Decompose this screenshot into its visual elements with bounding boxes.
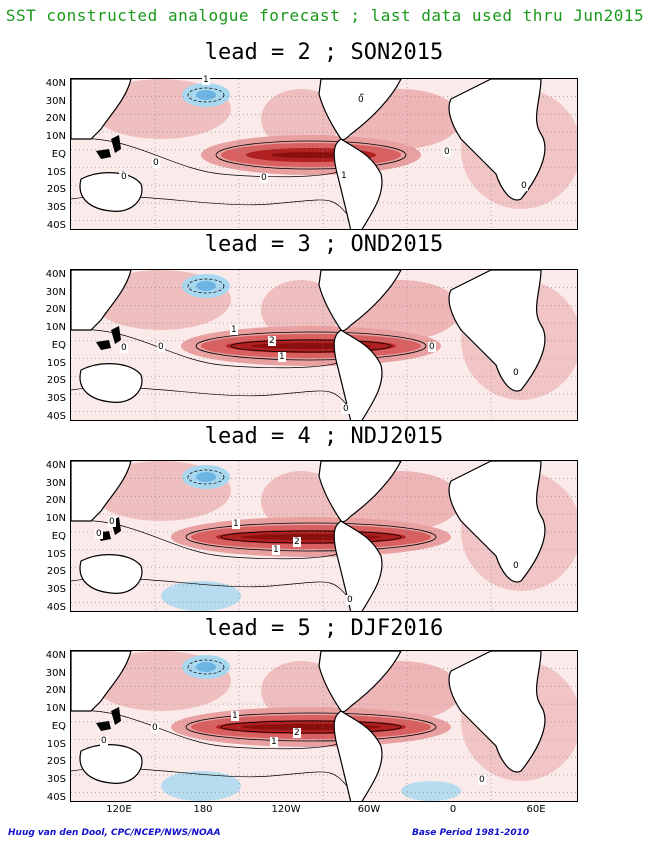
- contour-label: 2: [293, 728, 301, 738]
- contour-label: 0: [151, 723, 159, 733]
- credit-right: Base Period 1981-2010: [412, 828, 530, 838]
- lon-label-0: 0: [449, 804, 457, 815]
- lon-label-120e: 120E: [106, 804, 132, 815]
- credit-left: Huug van den Dool, CPC/NCEP/NWS/NOAA: [8, 828, 221, 838]
- contour-label: 1: [270, 737, 278, 747]
- lon-label-60w: 60W: [357, 804, 381, 815]
- lat-label: 40N: [45, 269, 66, 280]
- contour-label: 0: [342, 404, 350, 414]
- panel-title-lead-4: lead = 4 ; NDJ2015: [204, 424, 444, 449]
- sst-map-lead-3: [70, 269, 578, 421]
- lat-label: 10S: [46, 738, 66, 750]
- lat-label: 20S: [46, 375, 66, 387]
- lat-label: 30N: [45, 667, 66, 679]
- panel-title-lead-5: lead = 5 ; DJF2016: [204, 616, 444, 641]
- lat-label: 20N: [45, 304, 66, 316]
- lat-label: 20S: [46, 566, 66, 578]
- lat-label: 40S: [46, 410, 66, 422]
- sst-map-lead-4: [70, 460, 578, 612]
- lat-label: 10S: [46, 548, 66, 560]
- sst-map-lead-2: [70, 78, 578, 230]
- contour-label: 1: [202, 75, 210, 85]
- lat-label: 10S: [46, 357, 66, 369]
- lat-label: 30S: [46, 773, 66, 785]
- contour-label: 1: [232, 519, 240, 529]
- lat-label: 20N: [45, 113, 66, 125]
- lat-label: EQ: [51, 339, 66, 351]
- contour-label: 1: [272, 545, 280, 555]
- contour-label: 0: [120, 343, 128, 353]
- contour-label: 0: [120, 172, 128, 182]
- lat-label: 30N: [45, 95, 66, 107]
- lon-label-60e: 60E: [526, 804, 546, 815]
- lat-label: EQ: [51, 148, 66, 160]
- contour-label: 0: [95, 529, 103, 539]
- lat-label: 40S: [46, 791, 66, 803]
- lat-label: 40N: [45, 78, 66, 89]
- contour-label: 0: [100, 736, 108, 746]
- sst-map-lead-5: [70, 650, 578, 802]
- lat-label: 10N: [45, 322, 66, 334]
- panel-title-lead-3: lead = 3 ; OND2015: [204, 232, 444, 257]
- lat-label: 10S: [46, 166, 66, 178]
- contour-label: 0: [512, 368, 520, 378]
- contour-label: 0: [346, 595, 354, 605]
- contour-label: 2: [293, 537, 301, 547]
- lat-label: 10N: [45, 513, 66, 525]
- lat-label: 20S: [46, 184, 66, 196]
- contour-label: 1: [278, 352, 286, 362]
- contour-label: 2: [268, 336, 276, 346]
- contour-label: 0: [478, 775, 486, 785]
- lat-label: 30N: [45, 286, 66, 298]
- contour-label: 1: [230, 325, 238, 335]
- contour-label: 0: [152, 158, 160, 168]
- contour-label: 0: [108, 517, 116, 527]
- contour-label: 1: [340, 171, 348, 181]
- lon-label-180: 180: [193, 804, 213, 815]
- contour-label: 0: [443, 147, 451, 157]
- lat-label: 40N: [45, 650, 66, 661]
- lat-label: 20S: [46, 756, 66, 768]
- main-title: SST constructed analogue forecast ; last…: [5, 6, 645, 25]
- lat-label: 30N: [45, 477, 66, 489]
- lat-label: EQ: [51, 720, 66, 732]
- lat-label: 20N: [45, 495, 66, 507]
- lat-label: 10N: [45, 703, 66, 715]
- lat-label: 40S: [46, 601, 66, 613]
- contour-label: 0: [520, 181, 528, 191]
- lon-label-120w: 120W: [271, 804, 301, 815]
- lat-label: EQ: [51, 530, 66, 542]
- lat-label: 30S: [46, 201, 66, 213]
- lat-label: 30S: [46, 392, 66, 404]
- lat-label: 10N: [45, 131, 66, 143]
- contour-label: 0: [512, 561, 520, 571]
- panel-title-lead-2: lead = 2 ; SON2015: [204, 40, 444, 65]
- contour-label: 0: [260, 173, 268, 183]
- contour-label: 0: [157, 342, 165, 352]
- lat-label: 20N: [45, 685, 66, 697]
- contour-label: 0: [357, 95, 365, 105]
- lat-label: 40S: [46, 219, 66, 231]
- contour-label: 0: [428, 342, 436, 352]
- lat-label: 30S: [46, 583, 66, 595]
- lat-label: 40N: [45, 460, 66, 471]
- contour-label: 1: [231, 711, 239, 721]
